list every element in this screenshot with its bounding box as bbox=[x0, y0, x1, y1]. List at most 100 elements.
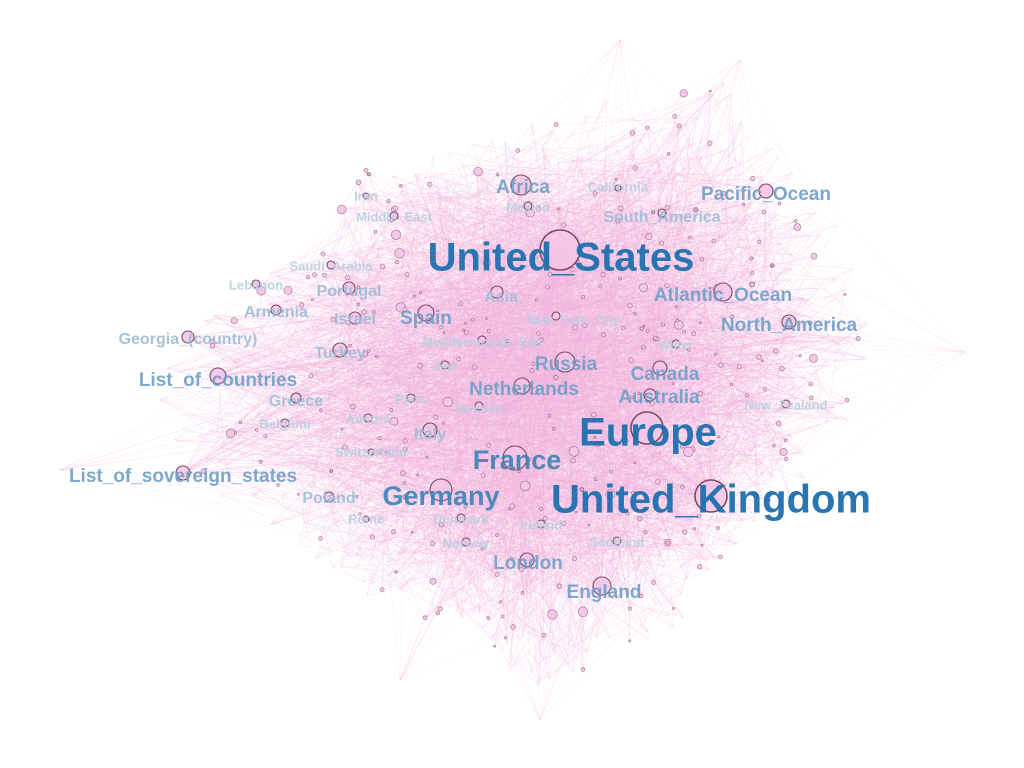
graph-node bbox=[553, 122, 559, 127]
graph-node bbox=[258, 459, 263, 464]
graph-node bbox=[350, 404, 356, 410]
graph-node bbox=[639, 593, 644, 599]
graph-node bbox=[643, 530, 648, 535]
graph-node bbox=[750, 271, 755, 275]
graph-node bbox=[369, 534, 375, 540]
graph-node bbox=[655, 337, 660, 341]
node-label-sweden: Sweden bbox=[454, 400, 503, 415]
graph-node bbox=[762, 386, 768, 392]
graph-node bbox=[464, 321, 467, 325]
graph-node bbox=[718, 554, 723, 560]
graph-node bbox=[624, 511, 630, 516]
node-italy bbox=[422, 422, 438, 438]
graph-node bbox=[256, 286, 266, 296]
graph-node bbox=[664, 204, 670, 210]
graph-node bbox=[504, 636, 508, 640]
graph-node bbox=[784, 456, 789, 462]
node-mediterranean-sea bbox=[477, 335, 487, 345]
graph-node bbox=[810, 252, 818, 260]
graph-node bbox=[581, 294, 586, 299]
graph-node bbox=[636, 516, 642, 522]
graph-node bbox=[472, 364, 478, 370]
graph-node bbox=[696, 425, 701, 430]
graph-node bbox=[392, 205, 399, 211]
graph-node bbox=[389, 407, 394, 412]
graph-node bbox=[509, 503, 516, 510]
graph-node bbox=[627, 303, 633, 309]
graph-node bbox=[344, 274, 351, 281]
graph-node bbox=[617, 205, 624, 212]
graph-node bbox=[377, 435, 382, 440]
node-label-rome: Rome bbox=[348, 511, 384, 526]
graph-node bbox=[637, 392, 641, 395]
node-label-paris: Paris bbox=[395, 391, 427, 406]
graph-node bbox=[708, 89, 712, 93]
graph-node bbox=[535, 206, 542, 212]
graph-node bbox=[378, 449, 383, 454]
node-saudi-arabia bbox=[326, 260, 336, 270]
graph-node bbox=[367, 172, 371, 176]
graph-node bbox=[225, 428, 236, 439]
graph-node bbox=[348, 343, 352, 348]
node-new-zealand bbox=[781, 399, 791, 409]
graph-node bbox=[635, 507, 639, 511]
node-label-scotland: Scotland bbox=[590, 534, 645, 549]
graph-node bbox=[515, 148, 521, 153]
graph-node bbox=[442, 331, 446, 334]
node-label-armenia: Armenia bbox=[244, 304, 308, 321]
graph-node bbox=[570, 457, 576, 464]
graph-node bbox=[410, 531, 414, 534]
graph-node bbox=[529, 368, 535, 373]
node-label-norway: Norway bbox=[443, 535, 491, 550]
graph-node bbox=[510, 624, 516, 630]
node-spain bbox=[417, 304, 435, 322]
graph-node bbox=[679, 89, 688, 98]
graph-node bbox=[793, 219, 798, 223]
graph-node bbox=[587, 523, 591, 527]
graph-node bbox=[458, 301, 464, 307]
node-label-ireland: Ireland bbox=[520, 517, 563, 532]
graph-node bbox=[518, 566, 524, 572]
graph-node bbox=[645, 232, 653, 241]
graph-node bbox=[736, 364, 742, 370]
graph-node bbox=[682, 329, 687, 334]
graph-node bbox=[582, 323, 588, 328]
graph-node bbox=[615, 218, 621, 224]
graph-node bbox=[809, 353, 818, 363]
graph-node bbox=[230, 317, 238, 325]
graph-node bbox=[761, 359, 764, 363]
graph-node bbox=[683, 446, 694, 457]
graph-node bbox=[783, 438, 788, 443]
node-south-america bbox=[657, 208, 667, 218]
graph-node bbox=[580, 487, 584, 492]
graph-node bbox=[539, 337, 544, 342]
graph-node bbox=[605, 489, 616, 499]
graph-node bbox=[593, 435, 597, 439]
node-georgia-country bbox=[181, 330, 195, 344]
node-turkey bbox=[332, 342, 348, 358]
graph-node bbox=[505, 339, 510, 344]
graph-node bbox=[337, 204, 347, 215]
graph-node bbox=[577, 606, 589, 617]
graph-node bbox=[639, 326, 644, 331]
graph-node bbox=[379, 263, 386, 270]
graph-node bbox=[384, 451, 388, 455]
graph-node bbox=[560, 222, 567, 228]
graph-node bbox=[551, 426, 556, 431]
node-netherlands bbox=[513, 377, 531, 395]
graph-node bbox=[499, 600, 502, 604]
node-africa bbox=[510, 174, 532, 196]
graph-node bbox=[629, 395, 634, 400]
graph-node bbox=[391, 529, 397, 535]
node-london bbox=[519, 552, 535, 568]
node-list-of-countries bbox=[209, 367, 227, 385]
node-ireland bbox=[536, 519, 546, 529]
graph-node bbox=[442, 396, 454, 407]
node-label-california: California bbox=[588, 179, 649, 194]
major-node-layer bbox=[175, 174, 797, 596]
graph-node bbox=[682, 529, 688, 535]
node-mexico bbox=[523, 201, 533, 211]
graph-node bbox=[340, 427, 344, 431]
graph-node bbox=[631, 490, 636, 496]
graph-node bbox=[463, 330, 469, 335]
